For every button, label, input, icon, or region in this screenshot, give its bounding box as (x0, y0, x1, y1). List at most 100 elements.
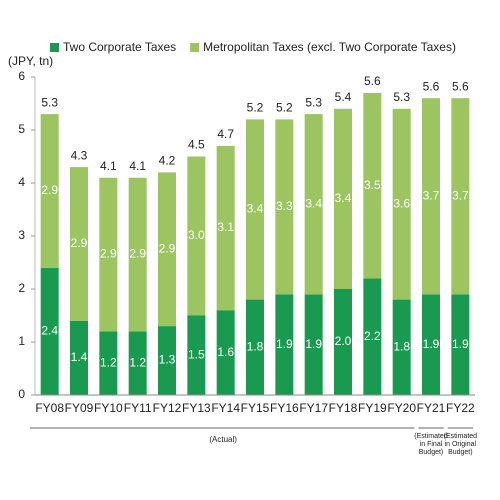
total-label: 5.3 (393, 90, 410, 104)
value-label: 2.9 (41, 183, 58, 197)
annotation: (Actual) (209, 435, 237, 444)
total-label: 5.2 (276, 101, 293, 115)
total-label: 5.3 (305, 95, 322, 109)
bar-segment (70, 167, 88, 321)
value-label: 1.2 (100, 355, 117, 369)
value-label: 3.1 (217, 220, 234, 234)
bar-segment (275, 294, 294, 395)
value-label: 1.6 (217, 345, 234, 359)
bar-segment (422, 98, 440, 295)
y-tick-label: 1 (18, 334, 25, 348)
total-label: 5.4 (335, 90, 352, 104)
value-label: 1.5 (188, 347, 205, 361)
bar-segment (275, 119, 294, 295)
total-label: 4.3 (71, 148, 88, 162)
y-tick-label: 2 (18, 281, 25, 295)
value-label: 3.4 (305, 196, 322, 210)
bar-segment (363, 278, 382, 395)
y-tick-label: 6 (18, 69, 25, 83)
legend-label: Metropolitan Taxes (excl. Two Corporate … (203, 40, 456, 54)
annotation: Budget) (419, 449, 444, 456)
value-label: 1.3 (159, 353, 176, 367)
x-tick-label: FY10 (94, 401, 123, 415)
value-label: 2.9 (71, 236, 88, 250)
x-tick-label: FY20 (387, 401, 416, 415)
bar-segment (246, 119, 264, 300)
total-label: 4.2 (159, 154, 176, 168)
bar-segment (451, 98, 470, 295)
value-label: 2.9 (159, 241, 176, 255)
total-label: 5.3 (41, 95, 58, 109)
x-tick-label: FY09 (65, 401, 94, 415)
value-label: 1.9 (276, 337, 293, 351)
x-tick-label: FY16 (270, 401, 299, 415)
y-axis-label: (JPY, tn) (8, 54, 53, 68)
annotation: in Original (445, 441, 477, 448)
total-label: 5.6 (364, 74, 381, 88)
legend-swatch (50, 43, 59, 52)
x-tick-label: FY17 (299, 401, 328, 415)
bar-segment (304, 294, 323, 395)
value-label: 3.4 (335, 191, 352, 205)
value-label: 1.9 (423, 337, 440, 351)
x-tick-label: FY14 (211, 401, 240, 415)
x-tick-label: FY13 (182, 401, 211, 415)
value-label: 3.7 (423, 188, 440, 202)
value-label: 3.0 (188, 228, 205, 242)
value-label: 3.7 (452, 188, 469, 202)
x-tick-label: FY22 (446, 401, 475, 415)
total-label: 4.1 (129, 159, 146, 173)
bar-segment (128, 331, 147, 395)
value-label: 2.2 (364, 329, 381, 343)
bar-segment (216, 145, 235, 311)
legend-label: Two Corporate Taxes (63, 40, 176, 54)
bar-segment (216, 310, 235, 395)
value-label: 1.9 (452, 337, 469, 351)
annotation: Budget) (448, 449, 473, 456)
annotation: in Final (420, 441, 443, 448)
bar-segment (187, 315, 206, 395)
total-label: 5.6 (452, 79, 469, 93)
bar-segment (40, 114, 59, 268)
legend-swatch (190, 43, 200, 52)
bar-segment (392, 108, 411, 300)
bar-segment (334, 108, 352, 289)
value-label: 1.9 (305, 337, 322, 351)
total-label: 4.7 (217, 127, 234, 141)
annotation: (Estimated (414, 433, 448, 440)
bar-segment (334, 289, 352, 395)
bar-segment (99, 177, 118, 332)
value-label: 1.8 (393, 339, 410, 353)
bar-segment (158, 172, 176, 327)
bar-segment (40, 267, 59, 395)
bar-segment (187, 156, 206, 316)
x-tick-label: FY11 (124, 401, 152, 415)
value-label: 1.2 (129, 355, 146, 369)
bar-segment (158, 326, 176, 395)
x-tick-label: FY08 (35, 401, 64, 415)
value-label: 3.5 (364, 178, 381, 192)
value-label: 1.4 (71, 350, 88, 364)
y-tick-label: 0 (18, 387, 25, 401)
value-label: 3.3 (276, 199, 293, 213)
x-tick-label: FY18 (329, 401, 358, 415)
bar-segment (70, 320, 88, 395)
bar-segment (392, 299, 411, 395)
value-label: 2.0 (335, 334, 352, 348)
value-label: 2.9 (129, 247, 146, 261)
x-tick-label: FY21 (417, 401, 446, 415)
bar-segment (99, 331, 118, 395)
bar-segment (128, 177, 147, 332)
annotation: (Estimated (444, 433, 478, 440)
x-tick-label: FY15 (241, 401, 270, 415)
x-tick-label: FY19 (358, 401, 387, 415)
value-label: 3.6 (393, 196, 410, 210)
bar-segment (246, 299, 264, 395)
value-label: 1.8 (247, 339, 264, 353)
bar-segment (363, 92, 382, 279)
value-label: 2.9 (100, 247, 117, 261)
total-label: 5.6 (423, 79, 440, 93)
x-tick-label: FY12 (153, 401, 182, 415)
y-tick-label: 3 (18, 228, 25, 242)
